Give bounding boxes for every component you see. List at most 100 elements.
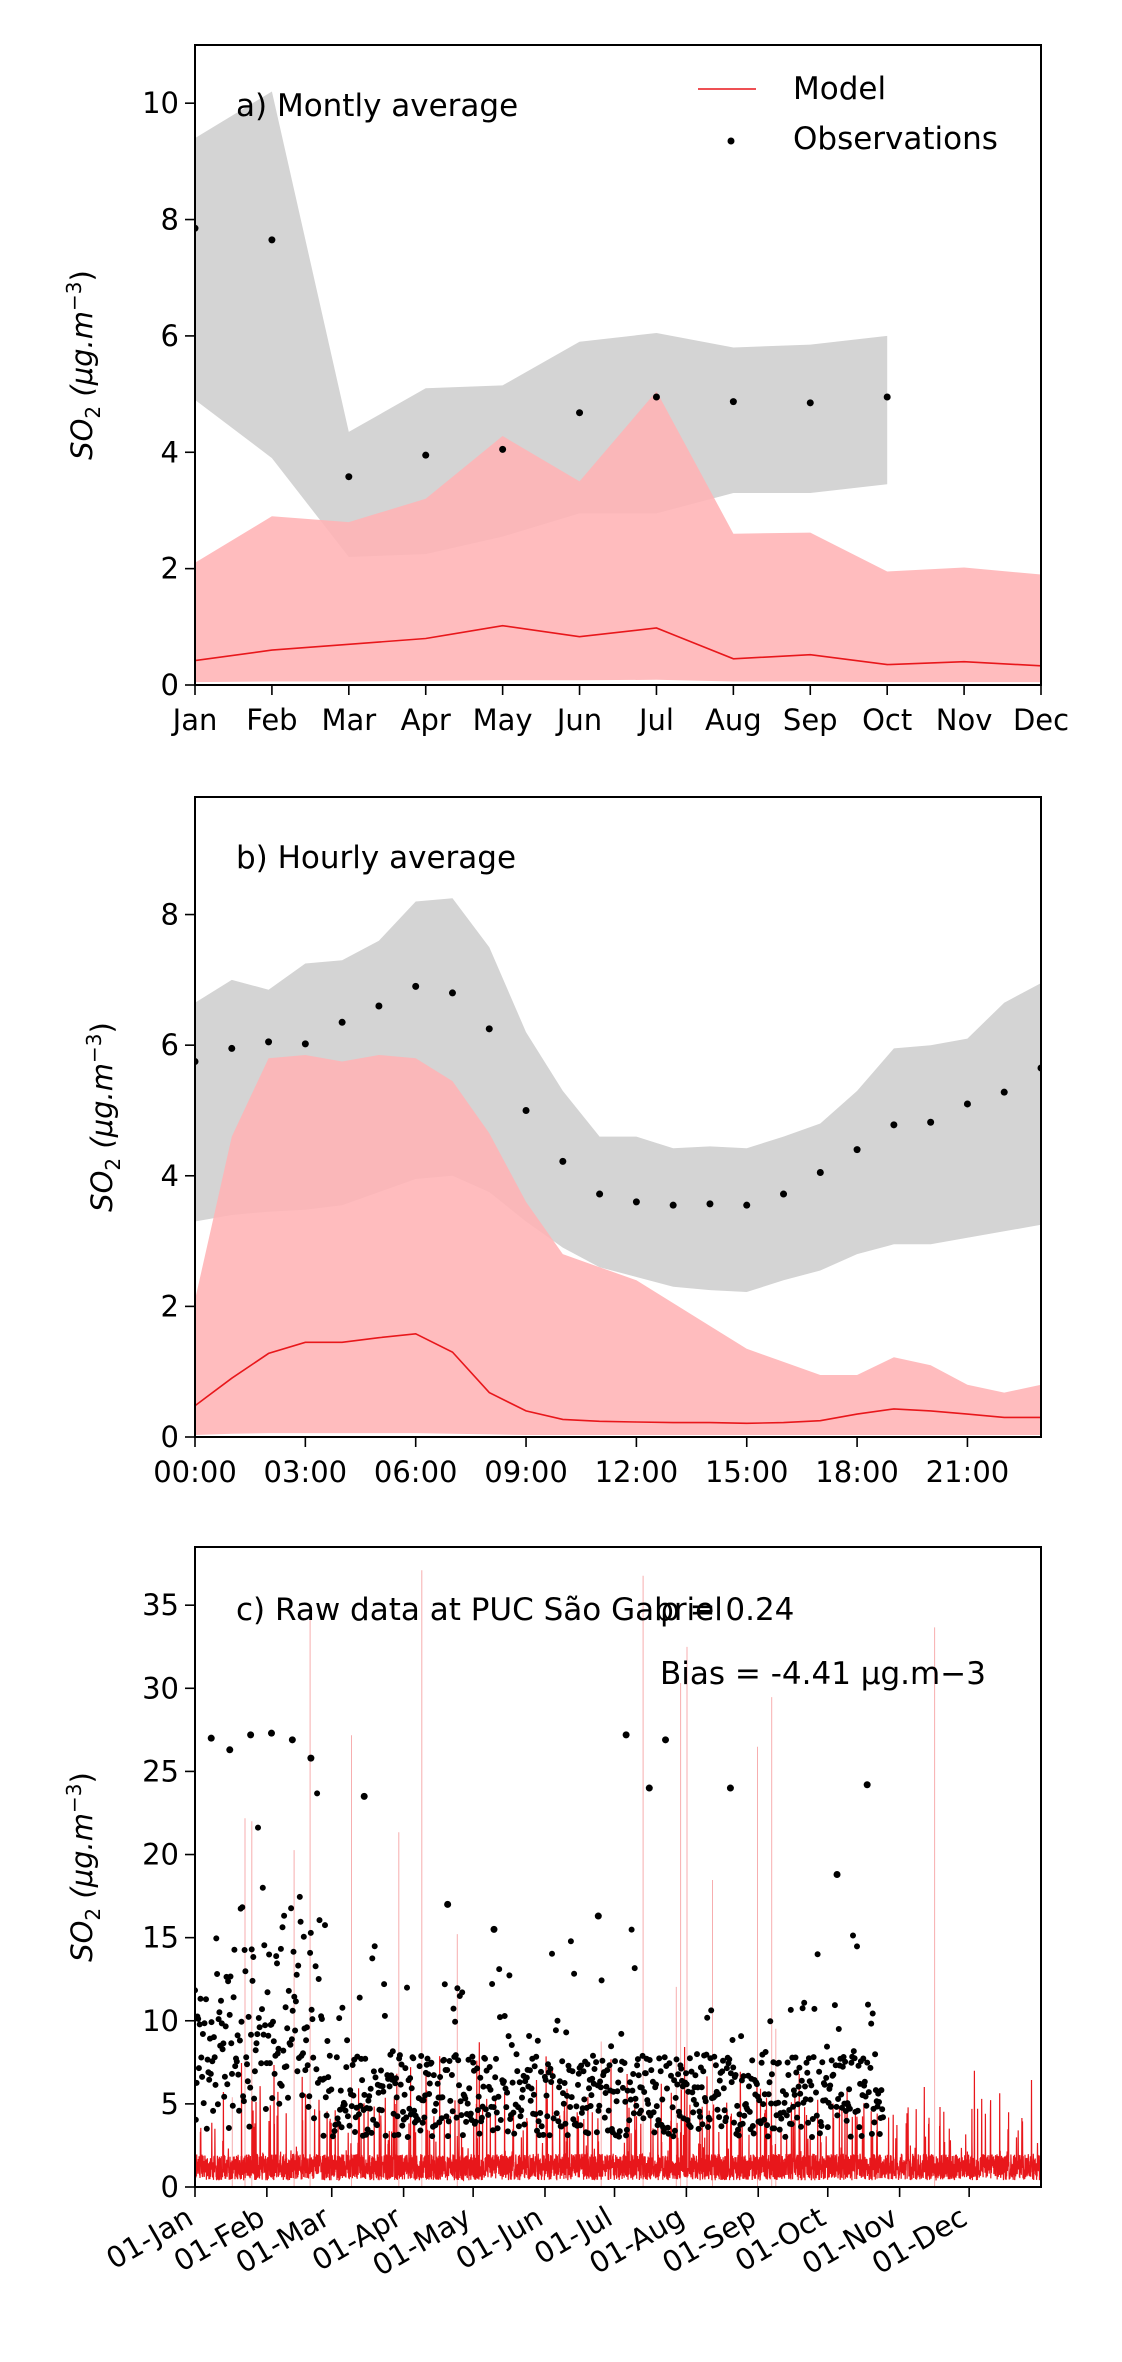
panel-a-ytick-label: 2: [161, 552, 179, 586]
panel-b-model-band: [195, 1055, 1041, 1435]
panel-b-observation-point: [338, 1018, 346, 1026]
panel-c-observation-point: [490, 1925, 498, 1933]
panel-b-observation-point: [485, 1025, 493, 1033]
panel-a-xtick-label: Dec: [1013, 703, 1069, 737]
panel-c-correlation: ρ = 0.24: [660, 1592, 794, 1628]
panel-a-ytick-label: 0: [161, 668, 179, 702]
panel-b-xtick-label: 18:00: [815, 1455, 899, 1489]
panel-a-xtick-label: Jul: [637, 703, 674, 737]
legend-observations-label: Observations: [793, 121, 998, 157]
panel-b-observation-point: [743, 1201, 751, 1209]
panel-a-frame: [194, 44, 1042, 686]
panel-c: 01-Jan01-Feb01-Mar01-Apr01-May01-Jun01-J…: [62, 1546, 1042, 2283]
panel-b-observation-point: [522, 1106, 530, 1114]
panel-b-observation-point: [301, 1040, 309, 1048]
panel-c-bias: Bias = -4.41 μg.m−3: [660, 1656, 986, 1692]
panel-a-ytick-label: 8: [161, 203, 179, 237]
legend: Model Observations: [698, 71, 998, 157]
panel-a-ytick-label: 4: [161, 435, 179, 469]
panel-a-model-line: [195, 624, 1041, 667]
panel-c-frame: [194, 1546, 1042, 2188]
panel-b-observation-point: [265, 1038, 273, 1046]
panel-b-observation-point: [448, 989, 456, 997]
panel-b-xtick-label: 09:00: [484, 1455, 568, 1489]
panel-b-xtick-label: 12:00: [595, 1455, 679, 1489]
panel-b-observation-point: [927, 1118, 935, 1126]
panel-b-observation-point: [816, 1169, 824, 1177]
panel-c-observation-points: [195, 1790, 886, 2140]
panel-c-observation-point: [226, 1746, 234, 1754]
panel-a-xtick-label: Mar: [321, 703, 376, 737]
panel-a-observation-point: [422, 451, 430, 459]
panel-a-observations-band: [195, 91, 888, 557]
legend-model-label: Model: [793, 71, 886, 107]
panel-a-ticks: Jan Feb Mar Apr May Jun Jul Aug Sep Oct Nov Dec 0 2 4 6…: [142, 86, 1069, 737]
panel-c-observation-point: [307, 1754, 315, 1762]
panel-c-observation-point: [288, 1736, 296, 1744]
panel-c-observation-point: [622, 1731, 630, 1739]
panel-a-observation-point: [499, 445, 507, 453]
panel-c-ytick-label: 30: [142, 1671, 179, 1705]
panel-b-ytick-label: 2: [161, 1289, 179, 1323]
panel-c-observation-point: [833, 1870, 841, 1878]
panel-c-observation-point: [645, 1784, 653, 1792]
panel-c-ytick-label: 35: [142, 1588, 179, 1622]
panel-b-title: b) Hourly average: [236, 840, 516, 876]
panel-a-observation-point: [652, 393, 660, 401]
panel-a: Jan Feb Mar Apr May Jun Jul Aug Sep Oct Nov Dec 0 2 4 6…: [62, 44, 1069, 737]
panel-a-xtick-label: Aug: [705, 703, 762, 737]
panel-b-observation-point: [706, 1200, 714, 1208]
panel-a-observation-point: [883, 393, 891, 401]
panel-c-model-line: [195, 2042, 1041, 2182]
panel-a-plot-area: [195, 91, 1041, 683]
panel-b-xtick-label: 03:00: [264, 1455, 348, 1489]
panel-a-xtick-label: Jan: [171, 703, 218, 737]
panel-a-observation-point: [345, 473, 353, 481]
panel-b: 00:00 03:00 06:00 09:00 12:00 15:00 18:00 21:00…: [82, 796, 1042, 1489]
panel-c-observation-point: [444, 1900, 452, 1908]
panel-a-observation-point: [729, 398, 737, 406]
legend-observations-marker: [727, 137, 735, 145]
panel-b-observation-point: [375, 1002, 383, 1010]
panel-b-ytick-label: 8: [161, 898, 179, 932]
panel-c-title: c) Raw data at PUC São Gabriel: [236, 1592, 723, 1628]
panel-b-xtick-label: 06:00: [374, 1455, 458, 1489]
panel-c-ytick-label: 10: [142, 2004, 179, 2038]
panel-b-frame: [194, 796, 1042, 1438]
panel-c-observation-point: [247, 1731, 255, 1739]
panel-c-ytick-label: 0: [161, 2170, 179, 2204]
panel-b-observation-point: [596, 1190, 604, 1198]
panel-c-observation-point: [863, 1781, 871, 1789]
panel-b-observations-band: [195, 898, 1041, 1292]
panel-c-observation-point: [267, 1729, 275, 1737]
panel-c-ytick-label: 25: [142, 1754, 179, 1788]
panel-b-xtick-label: 15:00: [705, 1455, 789, 1489]
panel-c-ytick-label: 15: [142, 1921, 179, 1955]
panel-a-ytick-label: 10: [142, 86, 179, 120]
panel-a-model-band: [195, 391, 1041, 683]
panel-c-observation-point: [662, 1736, 670, 1744]
panel-a-xtick-label: Nov: [936, 703, 993, 737]
panel-a-observation-point: [576, 409, 584, 417]
panel-b-ytick-label: 6: [161, 1028, 179, 1062]
panel-b-observation-point: [669, 1201, 677, 1209]
panel-c-y-axis-label: SO2 (μg.m−3): [62, 1772, 105, 1962]
panel-c-ytick-label: 5: [161, 2087, 179, 2121]
panel-b-ticks: 00:00 03:00 06:00 09:00 12:00 15:00 18:00 21:00…: [153, 898, 1009, 1489]
panel-b-ytick-label: 4: [161, 1159, 179, 1193]
panel-c-ytick-label: 20: [142, 1838, 179, 1872]
panel-b-observation-point: [1000, 1088, 1008, 1096]
panel-a-xtick-label: Sep: [783, 703, 838, 737]
panel-b-observation-point: [890, 1121, 898, 1129]
panel-b-observation-point: [412, 982, 420, 990]
panel-c-observation-point: [360, 1792, 368, 1800]
panel-a-xtick-label: May: [473, 703, 533, 737]
panel-a-xtick-label: Feb: [246, 703, 297, 737]
panel-b-ytick-label: 0: [161, 1420, 179, 1454]
panel-a-y-axis-label: SO2 (μg.m−3): [62, 270, 105, 460]
panel-b-observation-point: [632, 1198, 640, 1206]
panel-b-plot-area: [195, 898, 1041, 1435]
panel-a-observation-point: [806, 399, 814, 407]
panel-b-xtick-label: 00:00: [153, 1455, 237, 1489]
